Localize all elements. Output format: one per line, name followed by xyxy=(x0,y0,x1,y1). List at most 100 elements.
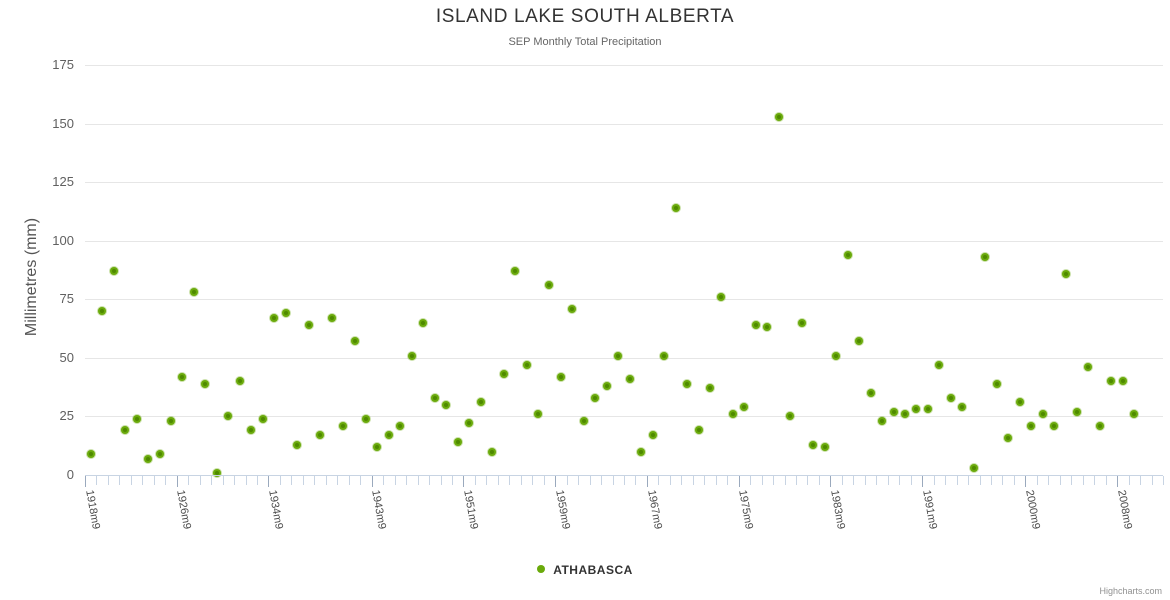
data-point[interactable] xyxy=(946,393,955,402)
data-point[interactable] xyxy=(866,389,875,397)
data-point[interactable] xyxy=(809,440,818,449)
data-point[interactable] xyxy=(683,379,692,388)
data-point[interactable] xyxy=(969,463,978,472)
data-point[interactable] xyxy=(281,309,290,318)
data-point[interactable] xyxy=(1061,269,1070,278)
data-point[interactable] xyxy=(1118,377,1127,386)
x-axis-tick xyxy=(153,476,155,485)
data-point[interactable] xyxy=(167,417,175,426)
data-point[interactable] xyxy=(178,372,187,381)
data-point[interactable] xyxy=(637,447,646,456)
data-point[interactable] xyxy=(889,407,898,416)
legend-item-label[interactable]: ATHABASCA xyxy=(553,562,633,577)
data-point[interactable] xyxy=(1072,407,1081,416)
x-axis-tick xyxy=(1140,476,1142,485)
data-point[interactable] xyxy=(121,426,130,435)
data-point[interactable] xyxy=(579,417,588,426)
data-point[interactable] xyxy=(1050,421,1059,430)
data-point[interactable] xyxy=(511,267,520,276)
data-point[interactable] xyxy=(832,351,841,360)
data-point[interactable] xyxy=(591,393,600,402)
data-point[interactable] xyxy=(476,398,485,407)
data-point[interactable] xyxy=(144,454,153,463)
data-point[interactable] xyxy=(270,314,279,323)
data-point[interactable] xyxy=(373,442,382,451)
data-point[interactable] xyxy=(568,304,577,313)
data-point[interactable] xyxy=(878,417,887,426)
data-point[interactable] xyxy=(201,379,210,388)
data-point[interactable] xyxy=(706,384,714,393)
data-point[interactable] xyxy=(774,112,783,121)
x-axis-tick-label: 1983m9 xyxy=(828,489,848,531)
data-point[interactable] xyxy=(258,414,267,423)
data-point[interactable] xyxy=(86,449,95,458)
data-point[interactable] xyxy=(751,321,760,330)
data-point[interactable] xyxy=(625,374,634,383)
data-point[interactable] xyxy=(763,323,772,332)
data-point[interactable] xyxy=(912,405,921,414)
data-point[interactable] xyxy=(327,314,336,323)
x-axis-tick xyxy=(624,476,625,485)
data-point[interactable] xyxy=(1095,421,1104,430)
data-point[interactable] xyxy=(556,372,565,381)
data-point[interactable] xyxy=(671,203,680,212)
data-point[interactable] xyxy=(109,267,118,276)
data-point[interactable] xyxy=(235,377,244,386)
data-point[interactable] xyxy=(1130,410,1139,419)
data-point[interactable] xyxy=(361,414,370,423)
data-point[interactable] xyxy=(293,440,302,449)
data-point[interactable] xyxy=(316,431,325,440)
data-point[interactable] xyxy=(660,351,669,360)
data-point[interactable] xyxy=(224,412,233,421)
data-point[interactable] xyxy=(442,400,451,409)
data-point[interactable] xyxy=(648,431,657,440)
data-point[interactable] xyxy=(1107,377,1116,386)
data-point[interactable] xyxy=(1015,398,1024,407)
data-point[interactable] xyxy=(843,250,852,259)
data-point[interactable] xyxy=(98,307,107,315)
data-point[interactable] xyxy=(1084,363,1093,372)
credits-label[interactable]: Highcharts.com xyxy=(1099,586,1162,596)
data-point[interactable] xyxy=(694,426,703,435)
data-point[interactable] xyxy=(453,438,462,447)
data-point[interactable] xyxy=(533,410,542,419)
data-point[interactable] xyxy=(339,421,348,430)
data-point[interactable] xyxy=(465,419,474,428)
chart-legend[interactable]: ATHABASCA xyxy=(0,562,1170,577)
data-point[interactable] xyxy=(981,253,990,262)
data-point[interactable] xyxy=(396,421,405,430)
data-point[interactable] xyxy=(923,405,932,414)
data-point[interactable] xyxy=(419,318,428,327)
data-point[interactable] xyxy=(614,351,623,360)
data-point[interactable] xyxy=(1004,433,1013,442)
data-point[interactable] xyxy=(717,292,726,301)
data-point[interactable] xyxy=(786,412,795,421)
data-point[interactable] xyxy=(430,393,439,402)
data-point[interactable] xyxy=(820,442,829,451)
data-point[interactable] xyxy=(407,351,416,360)
data-point[interactable] xyxy=(1027,421,1036,430)
data-point[interactable] xyxy=(935,360,944,369)
data-point[interactable] xyxy=(958,403,967,412)
data-point[interactable] xyxy=(247,426,256,435)
data-point[interactable] xyxy=(740,403,749,412)
data-point[interactable] xyxy=(728,410,737,419)
data-point[interactable] xyxy=(545,281,554,290)
data-point[interactable] xyxy=(992,379,1001,388)
data-point[interactable] xyxy=(384,431,393,440)
data-point[interactable] xyxy=(797,318,806,327)
data-point[interactable] xyxy=(855,337,864,346)
x-axis-tick xyxy=(1105,476,1107,485)
data-point[interactable] xyxy=(499,370,508,379)
data-point[interactable] xyxy=(212,468,221,477)
data-point[interactable] xyxy=(488,447,497,456)
data-point[interactable] xyxy=(1038,410,1047,419)
data-point[interactable] xyxy=(350,337,359,346)
data-point[interactable] xyxy=(189,288,198,297)
data-point[interactable] xyxy=(155,449,164,458)
data-point[interactable] xyxy=(900,410,909,419)
data-point[interactable] xyxy=(522,360,531,369)
data-point[interactable] xyxy=(304,321,313,330)
data-point[interactable] xyxy=(132,414,141,423)
data-point[interactable] xyxy=(602,381,611,390)
